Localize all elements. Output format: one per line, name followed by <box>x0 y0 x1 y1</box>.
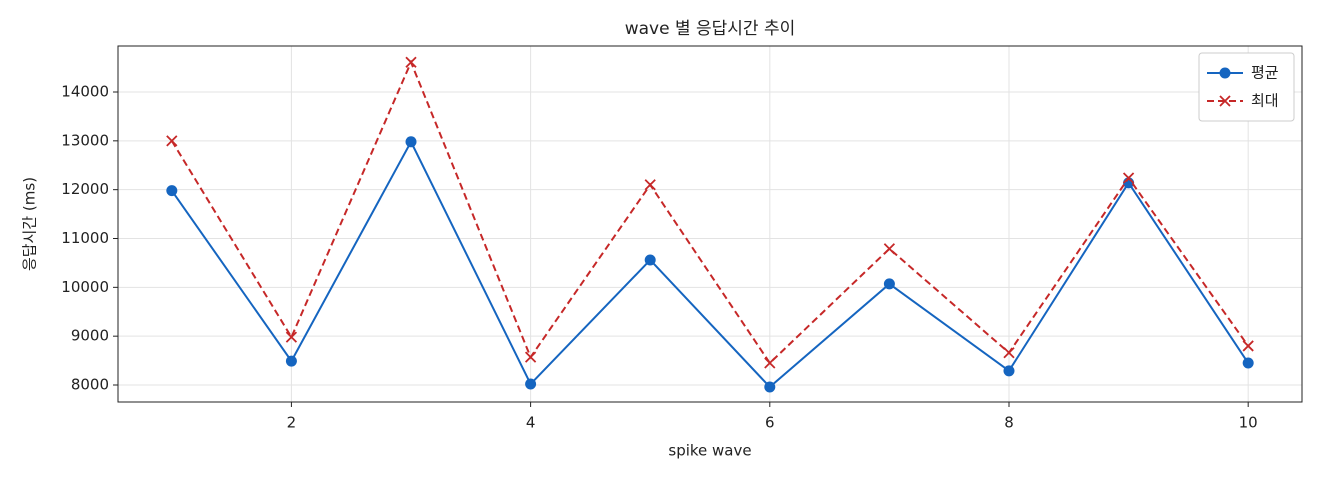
legend-box <box>1198 52 1295 122</box>
series-line <box>170 139 1250 389</box>
data-point <box>1242 357 1254 369</box>
data-point <box>764 381 776 393</box>
legend-label: 평균 <box>1251 64 1279 82</box>
y-tick-label: 14000 <box>61 83 109 101</box>
data-point <box>1242 340 1254 352</box>
y-axis-label: 응답시간 (ms) <box>21 177 39 271</box>
y-tick-label: 8000 <box>71 376 109 394</box>
data-point <box>405 56 417 68</box>
x-axis-label: spike wave <box>668 442 751 460</box>
data-point <box>883 243 896 255</box>
x-tick-label: 2 <box>287 414 297 432</box>
x-tick-label: 6 <box>765 414 775 432</box>
legend-marker <box>1219 67 1231 79</box>
chart-title: wave 별 응답시간 추이 <box>625 19 796 39</box>
legend-marker <box>1219 95 1231 107</box>
data-point <box>644 179 656 191</box>
data-point <box>405 136 417 148</box>
y-tick-label: 13000 <box>61 131 109 149</box>
y-tick-label: 12000 <box>61 180 109 198</box>
data-point <box>764 357 776 369</box>
plot-frame <box>117 45 1303 403</box>
x-tick-label: 4 <box>526 414 536 432</box>
data-point <box>166 135 178 147</box>
data-point <box>1122 172 1135 184</box>
series-line <box>170 59 1249 365</box>
data-point <box>166 185 178 197</box>
y-tick-label: 9000 <box>71 327 109 345</box>
legend-label: 최대 <box>1251 92 1279 110</box>
data-point <box>1003 347 1015 359</box>
y-tick-label: 11000 <box>61 229 109 247</box>
x-tick-label: 8 <box>1004 414 1014 432</box>
x-tick-label: 10 <box>1239 414 1258 432</box>
data-point <box>525 378 537 390</box>
data-point <box>524 351 537 363</box>
data-point <box>285 331 298 343</box>
y-tick-label: 10000 <box>61 278 109 296</box>
data-point <box>1003 365 1015 377</box>
data-point <box>285 355 297 367</box>
data-point <box>883 278 895 290</box>
data-point <box>644 254 656 266</box>
